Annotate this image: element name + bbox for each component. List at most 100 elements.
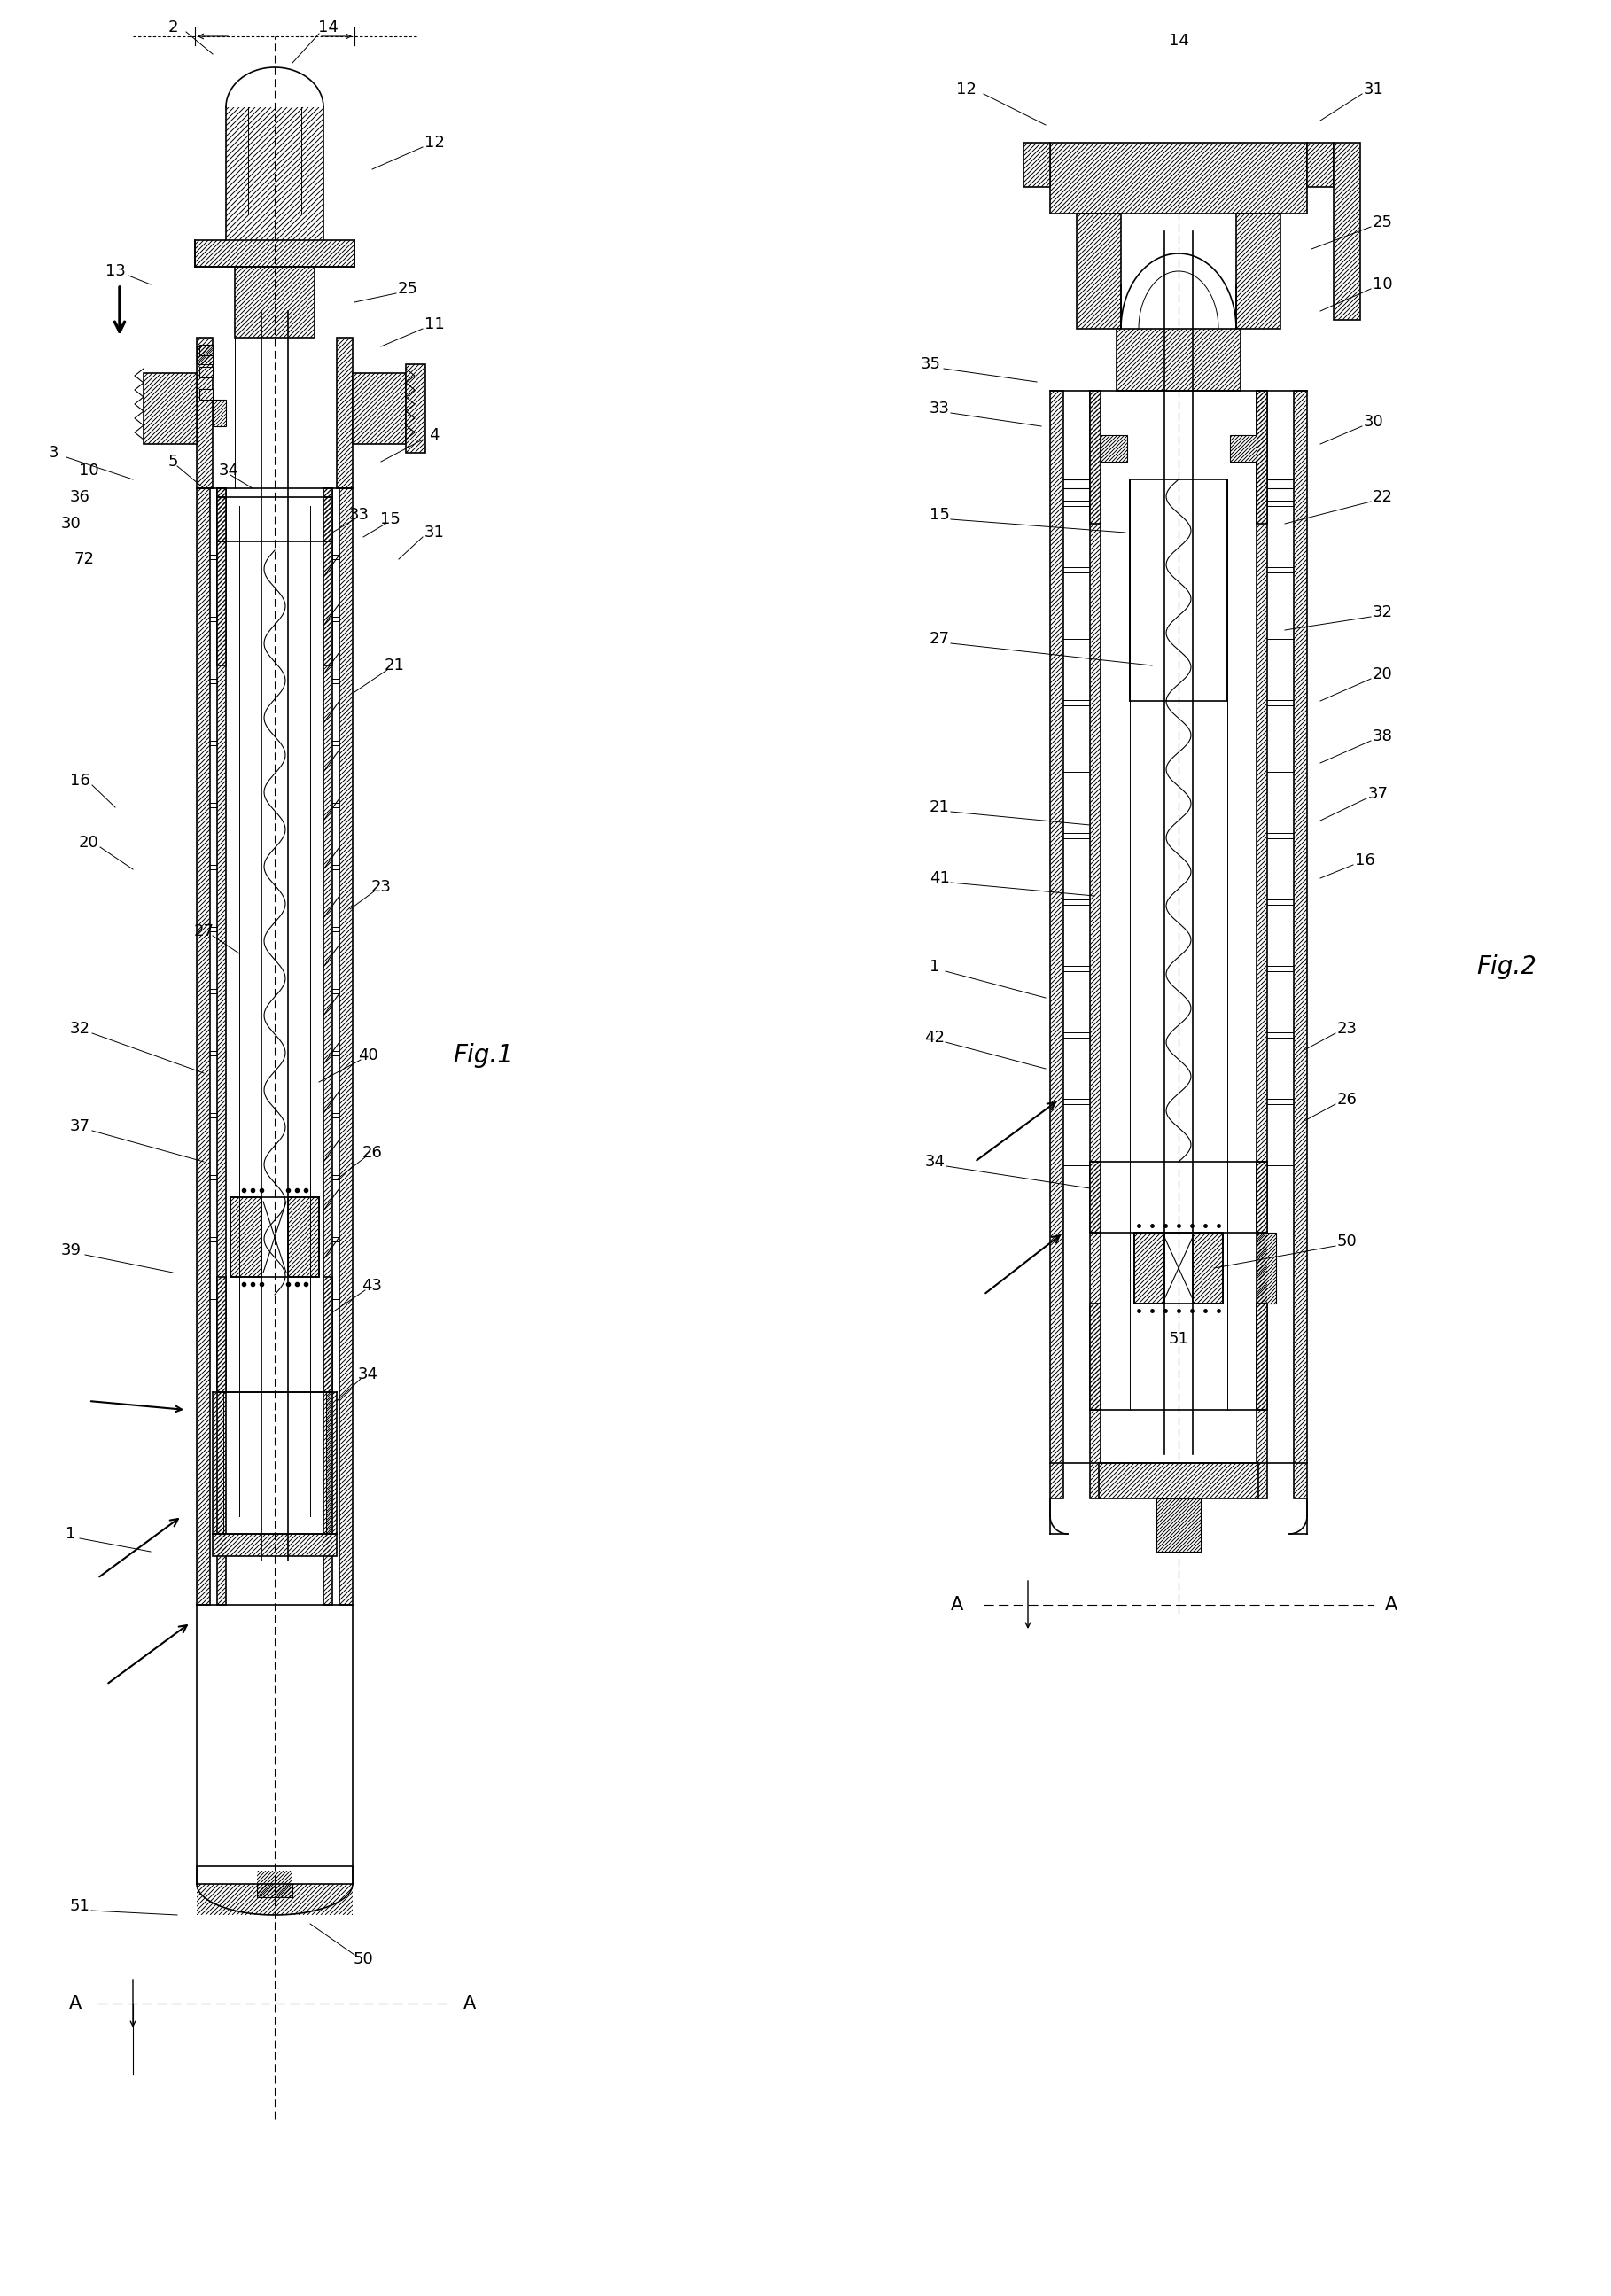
Text: 42: 42 — [925, 1029, 946, 1045]
Text: A: A — [1385, 1596, 1398, 1614]
Bar — [337, 338, 353, 489]
Bar — [1236, 214, 1281, 328]
Text: 25: 25 — [398, 280, 417, 296]
Bar — [1091, 1162, 1100, 1233]
Polygon shape — [213, 400, 226, 427]
Text: 26: 26 — [362, 1146, 382, 1162]
Bar — [324, 489, 332, 1605]
Text: 35: 35 — [920, 356, 941, 372]
Text: 27: 27 — [193, 923, 214, 939]
Text: 22: 22 — [1373, 489, 1392, 505]
Text: 36: 36 — [69, 489, 90, 505]
Text: 14: 14 — [1168, 32, 1189, 48]
Text: 23: 23 — [1337, 1022, 1356, 1038]
Text: 38: 38 — [1373, 728, 1392, 744]
Bar — [235, 266, 314, 338]
Text: A: A — [69, 1995, 82, 2011]
Text: 26: 26 — [1337, 1091, 1356, 1107]
Text: 2: 2 — [168, 18, 177, 34]
Text: 37: 37 — [69, 1118, 90, 1134]
Text: 32: 32 — [69, 1022, 90, 1038]
Text: 10: 10 — [79, 461, 98, 478]
Bar — [324, 489, 332, 666]
Text: 30: 30 — [61, 517, 81, 533]
Text: 37: 37 — [1368, 785, 1389, 801]
Text: 16: 16 — [69, 774, 90, 788]
Text: 50: 50 — [353, 1952, 374, 1968]
Text: 14: 14 — [317, 18, 338, 34]
Bar — [1050, 142, 1307, 214]
Bar — [1050, 390, 1063, 1499]
Bar — [1294, 390, 1307, 1499]
Text: 34: 34 — [925, 1155, 946, 1169]
Text: 40: 40 — [358, 1047, 379, 1063]
Bar — [1257, 1304, 1268, 1410]
Bar — [1100, 436, 1128, 461]
Bar — [217, 489, 226, 666]
Bar — [217, 498, 226, 542]
Bar — [1091, 390, 1100, 1499]
Text: 32: 32 — [1373, 604, 1392, 620]
Text: A: A — [464, 1995, 475, 2011]
Bar — [324, 498, 332, 542]
Text: 4: 4 — [429, 427, 440, 443]
Bar — [1192, 1233, 1223, 1304]
Polygon shape — [230, 1196, 261, 1277]
Text: 72: 72 — [74, 551, 95, 567]
Text: 31: 31 — [424, 523, 445, 540]
Bar — [1023, 142, 1050, 186]
Bar — [1229, 436, 1257, 461]
Text: 10: 10 — [1373, 276, 1392, 292]
Bar — [195, 241, 354, 266]
Text: 51: 51 — [69, 1899, 90, 1915]
Text: 20: 20 — [1373, 666, 1392, 682]
Bar — [1257, 390, 1268, 523]
Polygon shape — [353, 372, 406, 443]
Bar — [1116, 328, 1240, 390]
Text: 27: 27 — [930, 631, 949, 647]
Bar — [197, 1867, 353, 1885]
Bar — [1334, 142, 1360, 319]
Bar — [1257, 1233, 1276, 1304]
Text: 5: 5 — [168, 455, 177, 471]
Bar — [1076, 214, 1121, 328]
Text: Fig.2: Fig.2 — [1476, 955, 1537, 978]
Text: 31: 31 — [1363, 83, 1384, 96]
Text: 30: 30 — [1363, 413, 1384, 429]
Text: 41: 41 — [930, 870, 949, 886]
Bar — [1091, 390, 1100, 523]
Text: 50: 50 — [1337, 1233, 1356, 1249]
Text: 25: 25 — [1373, 214, 1392, 230]
Bar — [1257, 1162, 1268, 1233]
Bar — [217, 489, 226, 1605]
Bar — [1307, 142, 1334, 186]
Polygon shape — [143, 372, 197, 443]
Text: 1: 1 — [930, 960, 939, 976]
Bar — [1257, 390, 1268, 1499]
Text: 1: 1 — [66, 1527, 76, 1543]
Text: 15: 15 — [930, 507, 949, 523]
Polygon shape — [197, 347, 213, 365]
Bar — [217, 1277, 226, 1391]
Text: 34: 34 — [358, 1366, 379, 1382]
Bar — [197, 489, 209, 1605]
Bar — [200, 344, 213, 356]
Bar — [1134, 1233, 1165, 1304]
Bar — [213, 1534, 337, 1557]
Text: 20: 20 — [79, 836, 98, 852]
Text: 33: 33 — [930, 400, 949, 416]
Text: 15: 15 — [380, 512, 400, 528]
Bar — [200, 367, 213, 377]
Bar — [1091, 1304, 1100, 1410]
Text: 39: 39 — [61, 1242, 81, 1258]
Text: 3: 3 — [48, 445, 58, 461]
Text: 51: 51 — [1168, 1332, 1189, 1348]
Text: 34: 34 — [219, 461, 238, 478]
Text: 23: 23 — [371, 879, 391, 895]
Text: 16: 16 — [1355, 852, 1374, 868]
Text: 21: 21 — [930, 799, 949, 815]
Text: A: A — [950, 1596, 963, 1614]
Text: 11: 11 — [424, 317, 445, 333]
Bar — [197, 338, 213, 489]
Text: 12: 12 — [424, 135, 445, 152]
